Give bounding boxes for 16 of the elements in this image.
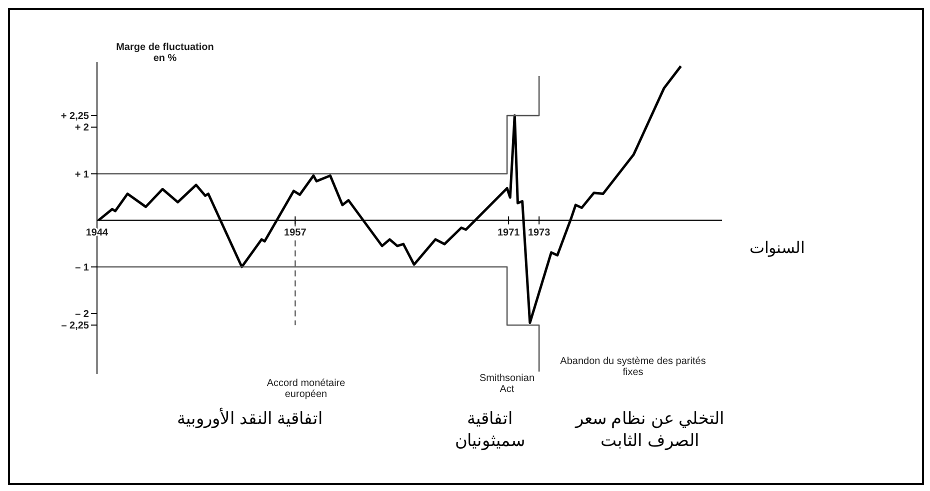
y-tick-label: + 2 (74, 122, 90, 134)
x-tick-label: 1971 (497, 227, 520, 238)
y-tick-label: + 2,25 (60, 111, 90, 122)
text: اتفاقية النقد الأوروبية (176, 408, 324, 430)
y-tick-label: – 2,25 (61, 320, 90, 332)
x-axis-title: السنوات (748, 239, 806, 258)
ref-line-label: Accord monétaire européen (266, 378, 346, 400)
y-tick-label: – 1 (75, 262, 90, 274)
text: اتفاقية سميثونيان (454, 408, 526, 452)
y-tick-label: + 1 (74, 169, 90, 180)
annotation: Smithsonian Act (478, 373, 536, 395)
annotation: Abandon du système des parités fixes (559, 356, 707, 378)
text: التخلي عن نظام سعر الصرف الثابت (574, 408, 726, 452)
y-tick-label: – 2 (75, 309, 90, 320)
x-tick-label: 1973 (528, 227, 551, 238)
y-axis-title: Marge de fluctuation en % (115, 42, 215, 64)
